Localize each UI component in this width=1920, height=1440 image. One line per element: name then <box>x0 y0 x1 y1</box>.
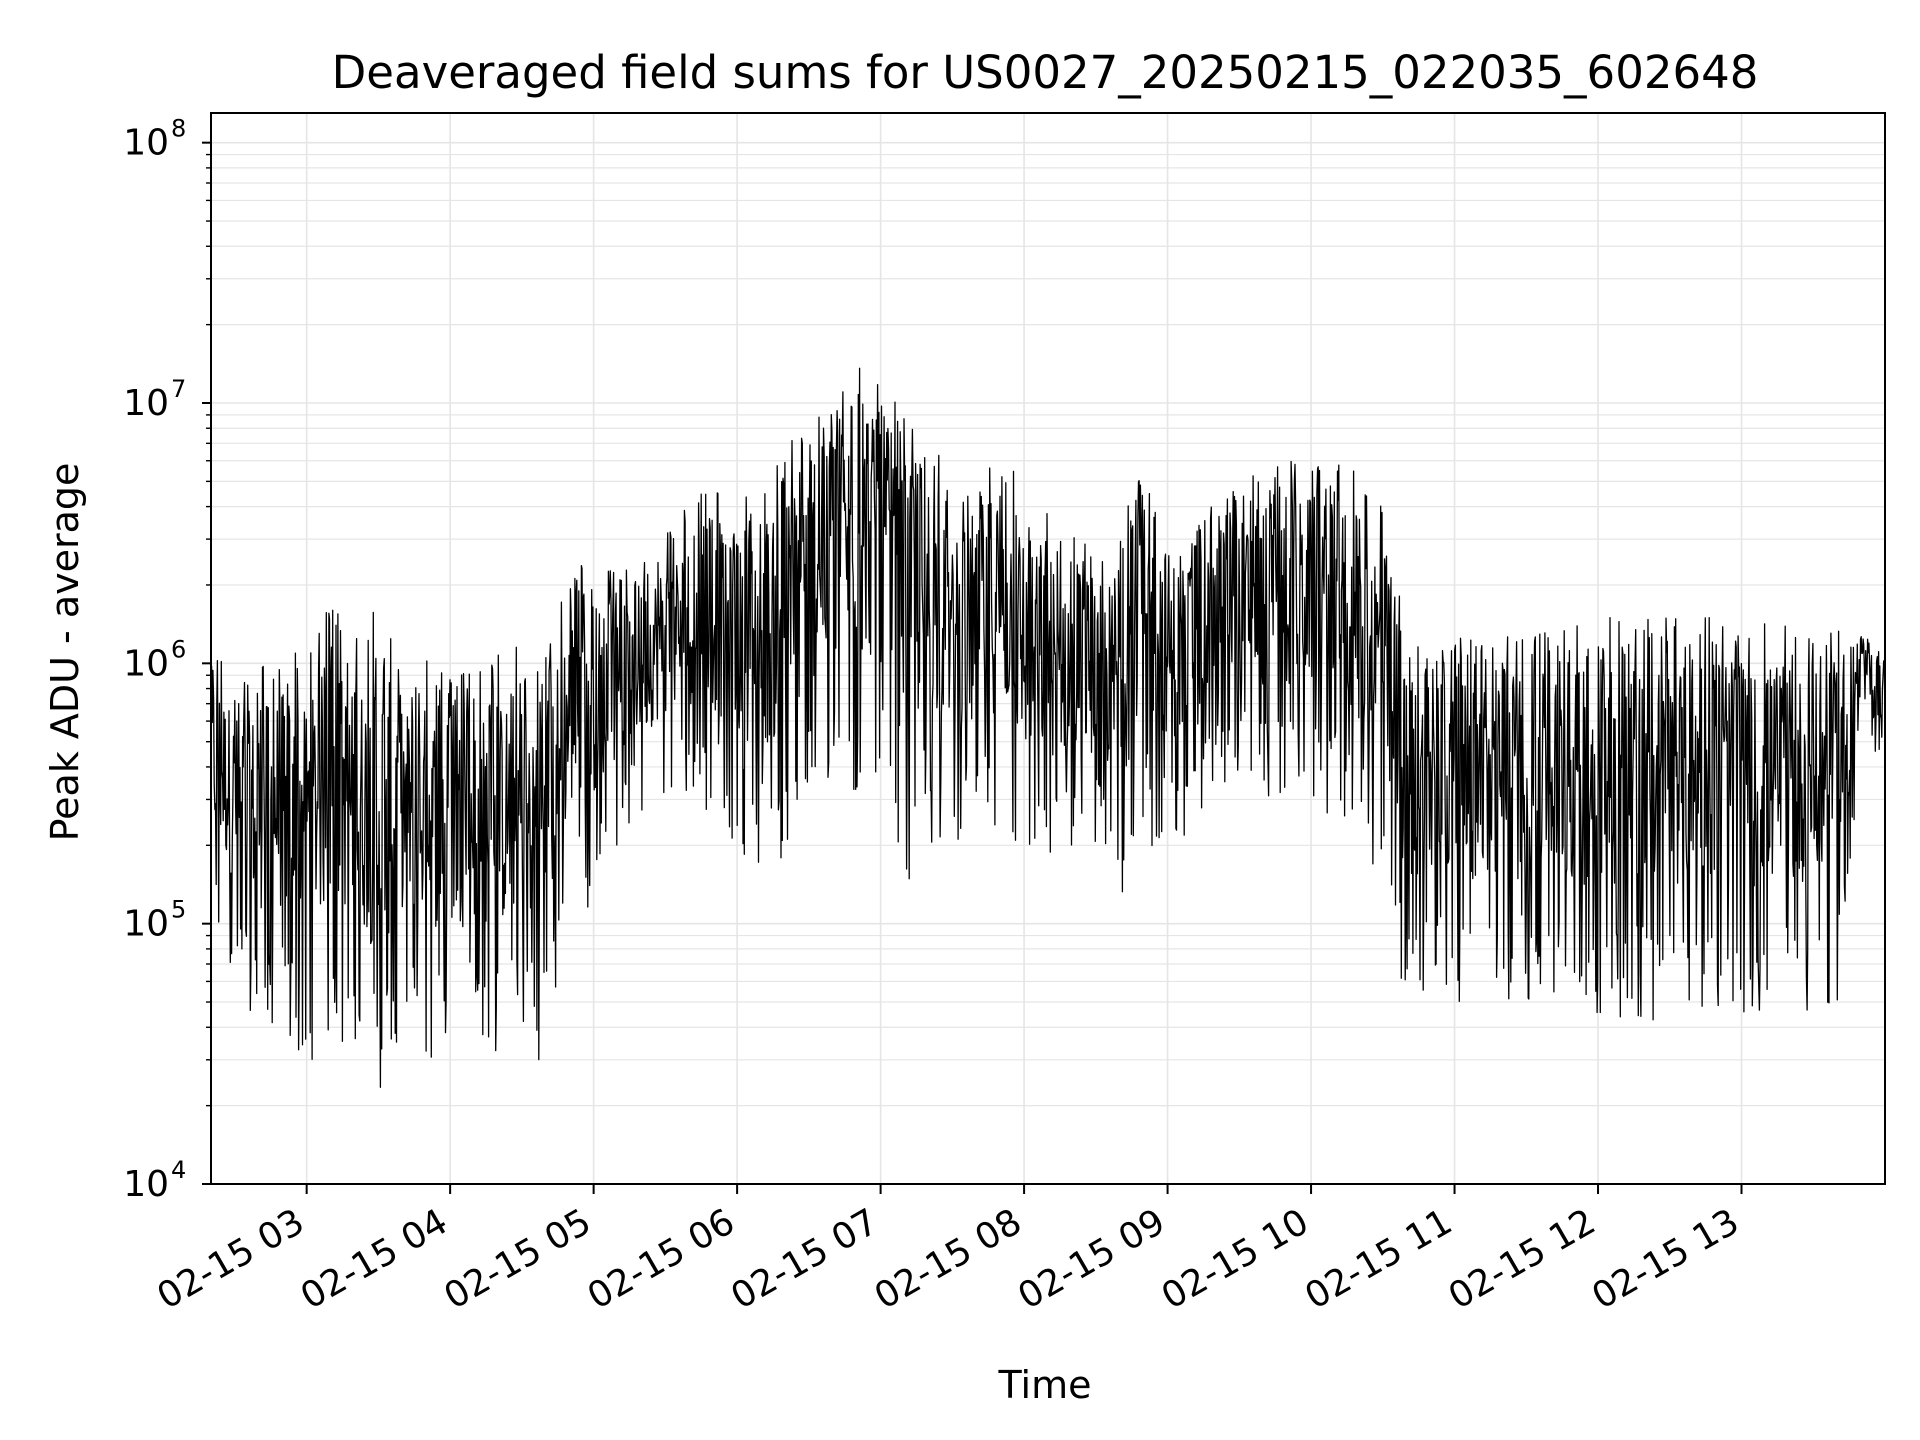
y-tick-label-exponent: 6 <box>171 635 186 663</box>
y-tick-label: 10 <box>123 123 169 164</box>
x-axis-label: Time <box>998 1363 1092 1407</box>
y-tick-label: 10 <box>123 643 169 684</box>
chart-title: Deaveraged field sums for US0027_2025021… <box>332 46 1759 99</box>
plot-area-frame <box>210 112 1886 1185</box>
y-tick-label-exponent: 8 <box>171 115 186 143</box>
series-line <box>210 367 1886 1088</box>
y-tick-label: 10 <box>123 904 169 945</box>
y-axis-label: Peak ADU - average <box>43 463 87 842</box>
series-path <box>210 367 1886 1088</box>
y-tick-label-exponent: 5 <box>171 896 186 924</box>
y-tick-label: 10 <box>123 1164 169 1205</box>
y-tick-label-exponent: 4 <box>171 1156 186 1184</box>
y-tick-label: 10 <box>123 383 169 424</box>
y-tick-label-exponent: 7 <box>171 375 186 403</box>
